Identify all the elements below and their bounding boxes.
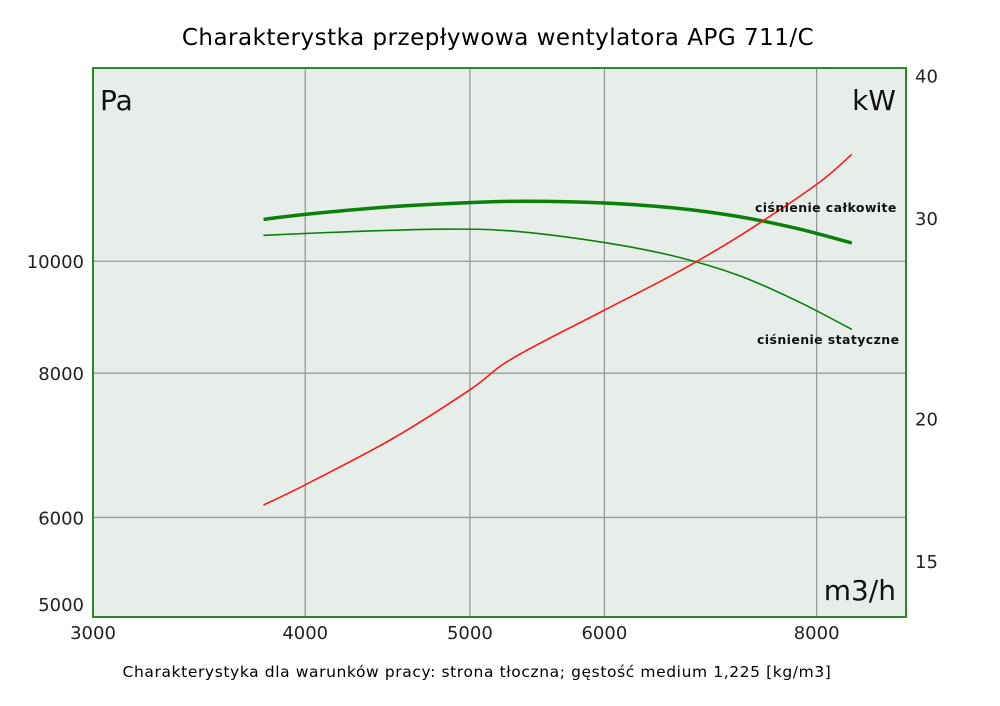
x-tick-label: 5000 [447, 623, 493, 644]
y-right-tick-label: 15 [915, 552, 938, 573]
y-right-tick-label: 40 [915, 66, 938, 87]
y-right-tick-label: 20 [915, 410, 938, 431]
grid [93, 68, 906, 617]
label-total-pressure: ciśnienie całkowite [755, 200, 897, 215]
x-tick-label: 4000 [282, 623, 328, 644]
x-tick-label: 8000 [794, 623, 840, 644]
chart-title: Charakterystka przepływowa wentylatora A… [182, 25, 814, 51]
y-left-tick-label: 5000 [38, 595, 84, 616]
tick-labels: 3000 4000 5000 6000 8000 5000 6000 8000 10000 15 2… [27, 66, 938, 644]
y-right-tick-label: 30 [915, 209, 938, 230]
plot-frame [92, 67, 907, 618]
x-tick-label: 6000 [581, 623, 627, 644]
plot-area [93, 68, 906, 617]
x-tick-label: 3000 [70, 623, 116, 644]
curves [263, 153, 853, 506]
label-static-pressure: ciśnienie statyczne [757, 332, 899, 347]
chart-caption: Charakterystyka dla warunków pracy: stro… [123, 663, 832, 681]
y-left-tick-label: 6000 [38, 508, 84, 529]
y-left-tick-label: 10000 [27, 252, 84, 273]
y-left-unit-label: Pa [100, 84, 133, 117]
x-unit-label: m3/h [824, 574, 896, 607]
static-pressure-curve [263, 228, 853, 331]
y-right-unit-label: kW [852, 84, 896, 117]
total-pressure-curve [263, 199, 853, 245]
y-left-tick-label: 8000 [38, 364, 84, 385]
power-curve [263, 153, 853, 506]
